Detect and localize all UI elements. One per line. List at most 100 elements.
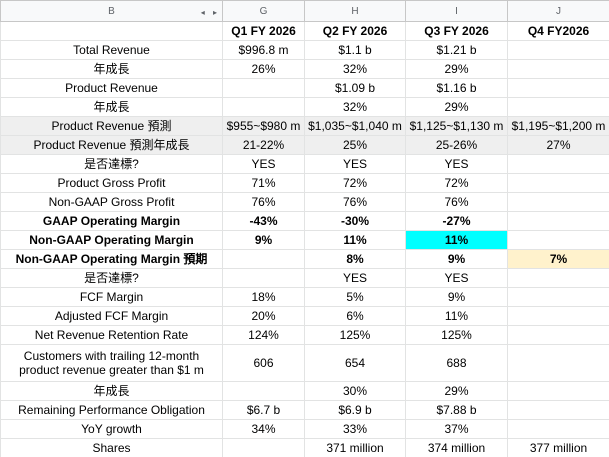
table-cell[interactable]: 34% [222,419,305,439]
table-cell[interactable]: 29% [405,59,508,79]
row-label[interactable]: Product Revenue 預測年成長 [0,135,223,155]
table-cell[interactable]: 29% [405,381,508,401]
row-label[interactable]: Customers with trailing 12-month product… [0,344,223,382]
table-cell[interactable]: YES [405,268,508,288]
table-cell[interactable]: $1.21 b [405,40,508,60]
table-cell[interactable] [222,268,305,288]
table-cell[interactable]: 8% [304,249,406,269]
table-cell[interactable]: 20% [222,306,305,326]
table-cell[interactable] [507,419,609,439]
table-cell[interactable]: $6.7 b [222,400,305,420]
table-cell[interactable] [507,381,609,401]
row-label[interactable]: 年成長 [0,381,223,401]
table-cell[interactable]: -30% [304,211,406,231]
table-cell[interactable]: 11% [405,306,508,326]
quarter-header-q4[interactable]: Q4 FY2026 [507,21,609,41]
table-cell[interactable]: $1,195~$1,200 m [507,116,609,136]
table-cell[interactable]: 29% [405,97,508,117]
table-cell[interactable]: 7% [507,249,609,269]
table-cell[interactable] [507,97,609,117]
table-cell[interactable] [222,438,305,457]
table-cell[interactable]: 32% [304,59,406,79]
table-cell[interactable] [507,59,609,79]
table-cell[interactable] [222,78,305,98]
table-cell[interactable]: 33% [304,419,406,439]
table-cell[interactable]: -43% [222,211,305,231]
table-cell[interactable] [507,78,609,98]
table-cell[interactable]: 25-26% [405,135,508,155]
table-cell[interactable]: 9% [405,287,508,307]
table-cell[interactable]: 688 [405,344,508,382]
table-cell[interactable]: 76% [405,192,508,212]
table-cell[interactable] [507,40,609,60]
table-cell[interactable]: 125% [405,325,508,345]
table-cell[interactable] [507,344,609,382]
table-cell[interactable] [222,249,305,269]
table-cell[interactable]: $1,035~$1,040 m [304,116,406,136]
row-label[interactable]: 是否達標? [0,154,223,174]
table-cell[interactable]: 71% [222,173,305,193]
row-label[interactable]: Shares [0,438,223,457]
table-cell[interactable]: 32% [304,97,406,117]
column-header-b[interactable]: B ◂ ▸ [0,0,223,22]
quarter-header-q2[interactable]: Q2 FY 2026 [304,21,406,41]
row-label[interactable]: Non-GAAP Gross Profit [0,192,223,212]
table-cell[interactable]: $1.16 b [405,78,508,98]
table-cell[interactable]: $1,125~$1,130 m [405,116,508,136]
table-cell[interactable] [507,400,609,420]
table-cell[interactable] [222,97,305,117]
table-cell[interactable]: $955~$980 m [222,116,305,136]
row-label[interactable]: Remaining Performance Obligation [0,400,223,420]
table-cell[interactable]: 11% [405,230,508,250]
table-cell[interactable]: $7.88 b [405,400,508,420]
row-label[interactable]: Non-GAAP Operating Margin [0,230,223,250]
row-label[interactable]: Product Gross Profit [0,173,223,193]
row-label[interactable]: Non-GAAP Operating Margin 預期 [0,249,223,269]
column-header-h[interactable]: H [304,0,406,22]
table-cell[interactable] [507,173,609,193]
table-cell[interactable]: 37% [405,419,508,439]
column-header-i[interactable]: I [405,0,508,22]
row-label[interactable]: Adjusted FCF Margin [0,306,223,326]
row-label[interactable]: YoY growth [0,419,223,439]
table-cell[interactable] [507,268,609,288]
table-cell[interactable] [507,154,609,174]
table-cell[interactable]: 30% [304,381,406,401]
column-header-g[interactable]: G [222,0,305,22]
table-cell[interactable]: $1.1 b [304,40,406,60]
table-cell[interactable]: YES [405,154,508,174]
table-cell[interactable]: $996.8 m [222,40,305,60]
row-label[interactable]: 是否達標? [0,268,223,288]
table-cell[interactable]: 371 million [304,438,406,457]
table-cell[interactable] [222,381,305,401]
table-cell[interactable]: 125% [304,325,406,345]
table-cell[interactable]: 124% [222,325,305,345]
table-cell[interactable]: 6% [304,306,406,326]
row-label[interactable]: 年成長 [0,59,223,79]
quarter-header-q3[interactable]: Q3 FY 2026 [405,21,508,41]
table-cell[interactable]: 18% [222,287,305,307]
table-cell[interactable]: 11% [304,230,406,250]
row-label[interactable]: FCF Margin [0,287,223,307]
table-cell[interactable]: YES [304,154,406,174]
row-label[interactable]: Product Revenue [0,78,223,98]
collapse-arrows-icon[interactable]: ◂ ▸ [200,8,220,17]
table-cell[interactable] [507,325,609,345]
table-cell[interactable] [507,287,609,307]
table-cell[interactable]: 72% [405,173,508,193]
table-cell[interactable] [507,230,609,250]
table-cell[interactable] [507,306,609,326]
table-cell[interactable]: 26% [222,59,305,79]
table-cell[interactable]: 606 [222,344,305,382]
table-cell[interactable]: 72% [304,173,406,193]
table-cell[interactable]: $1.09 b [304,78,406,98]
table-cell[interactable]: -27% [405,211,508,231]
table-cell[interactable]: 76% [304,192,406,212]
table-cell[interactable]: $6.9 b [304,400,406,420]
column-header-j[interactable]: J [507,0,609,22]
table-cell[interactable] [507,211,609,231]
table-cell[interactable]: 9% [405,249,508,269]
table-cell[interactable]: 25% [304,135,406,155]
table-cell[interactable]: 374 million [405,438,508,457]
row-label[interactable]: Total Revenue [0,40,223,60]
